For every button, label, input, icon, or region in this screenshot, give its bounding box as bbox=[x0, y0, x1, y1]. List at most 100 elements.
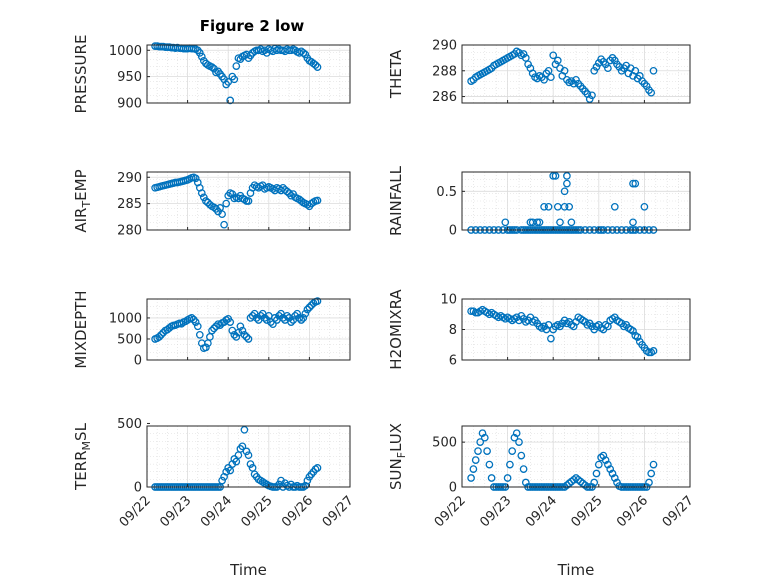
data-point bbox=[547, 73, 555, 82]
y-tick-label: 500 bbox=[432, 436, 457, 451]
panel-air-temp: 280 285 290 AIRTEMP bbox=[72, 169, 351, 239]
data-point bbox=[242, 333, 251, 341]
data-point bbox=[191, 318, 200, 326]
data-point bbox=[480, 433, 489, 442]
data-point bbox=[224, 78, 233, 86]
axes-box bbox=[146, 44, 351, 104]
y-tick-label: 900 bbox=[117, 97, 142, 112]
data-point bbox=[297, 316, 306, 324]
data-point bbox=[226, 96, 235, 105]
y-axis-label: AIRTEMP bbox=[72, 169, 93, 232]
data-point bbox=[615, 63, 624, 71]
data-point bbox=[287, 318, 295, 326]
data-point bbox=[313, 464, 322, 472]
data-point bbox=[222, 467, 231, 476]
data-point bbox=[483, 447, 491, 455]
data-point bbox=[540, 202, 548, 211]
data-point bbox=[592, 469, 601, 478]
data-point bbox=[195, 330, 204, 339]
data-point bbox=[610, 202, 619, 211]
data-point bbox=[533, 218, 542, 227]
data-point bbox=[601, 60, 610, 69]
y-tick-label: 0 bbox=[134, 354, 142, 369]
data-point bbox=[528, 69, 537, 78]
data-point bbox=[220, 220, 228, 229]
data-point bbox=[649, 460, 658, 469]
data-point bbox=[512, 429, 521, 438]
data-point bbox=[238, 326, 247, 335]
y-tick-label: 0.5 bbox=[436, 185, 457, 200]
y-tick-label: 0 bbox=[449, 224, 457, 239]
data-point bbox=[246, 460, 255, 468]
data-point bbox=[287, 191, 295, 200]
y-axis-label: RAINFALL bbox=[387, 165, 405, 236]
y-tick-label: 8 bbox=[449, 323, 457, 338]
y-axis-label: MIXDEPTH bbox=[72, 290, 90, 368]
y-tick-label: 280 bbox=[117, 224, 142, 239]
data-point bbox=[544, 321, 553, 329]
data-point bbox=[487, 474, 496, 482]
y-tick-label: 288 bbox=[432, 64, 457, 79]
data-point bbox=[551, 172, 560, 180]
data-point bbox=[631, 179, 640, 188]
data-point bbox=[592, 63, 601, 71]
data-point bbox=[275, 311, 283, 320]
data-point bbox=[476, 438, 485, 446]
y-tick-label: 500 bbox=[117, 417, 142, 432]
data-point bbox=[572, 75, 580, 84]
data-point bbox=[549, 172, 558, 180]
data-point bbox=[540, 75, 548, 84]
data-point bbox=[474, 447, 482, 455]
data-point bbox=[240, 425, 249, 434]
panel-rainfall: 0 0.5 RAINFALL bbox=[387, 165, 691, 239]
data-point bbox=[208, 326, 216, 335]
y-tick-label: 950 bbox=[117, 70, 142, 85]
data-point bbox=[553, 56, 562, 65]
data-point bbox=[271, 314, 279, 322]
y-tick-label: 0 bbox=[134, 481, 142, 496]
y-axis-label: SUNFLUX bbox=[387, 423, 408, 490]
data-point bbox=[608, 469, 617, 478]
y-axis-label: THETA bbox=[387, 49, 405, 99]
data-point bbox=[193, 322, 202, 331]
data-point bbox=[604, 64, 612, 73]
data-point bbox=[519, 465, 528, 473]
data-point bbox=[232, 333, 241, 341]
data-point bbox=[565, 202, 574, 211]
data-point bbox=[629, 218, 637, 227]
x-axis-label: Time bbox=[229, 561, 267, 579]
data-point bbox=[199, 193, 208, 202]
data-point bbox=[291, 311, 300, 320]
panel-mixdepth: 0 500 1000 MIXDEPTH bbox=[72, 290, 351, 369]
data-point bbox=[299, 314, 308, 322]
data-point bbox=[524, 60, 532, 69]
data-point bbox=[299, 49, 308, 57]
data-point bbox=[240, 195, 249, 204]
data-point bbox=[551, 60, 560, 69]
data-point bbox=[478, 429, 487, 438]
data-point bbox=[467, 474, 475, 482]
data-point bbox=[230, 75, 239, 84]
data-point bbox=[238, 442, 247, 451]
data-point bbox=[547, 334, 555, 343]
data-point bbox=[560, 66, 569, 75]
axes-box bbox=[146, 425, 351, 488]
data-point bbox=[303, 200, 312, 209]
data-point bbox=[485, 460, 494, 469]
data-point bbox=[521, 478, 530, 487]
axes-box bbox=[461, 171, 691, 231]
data-point bbox=[197, 52, 206, 61]
data-point bbox=[248, 311, 257, 320]
data-point bbox=[563, 179, 571, 188]
data-point bbox=[590, 478, 599, 487]
data-point bbox=[295, 314, 304, 322]
figure-title: Figure 2 low bbox=[200, 17, 305, 35]
x-axis-label: Time bbox=[557, 561, 595, 579]
data-point bbox=[588, 91, 596, 100]
data-point bbox=[311, 61, 320, 69]
data-point bbox=[210, 324, 218, 333]
data-point bbox=[647, 88, 656, 97]
data-point bbox=[569, 322, 578, 331]
axes-box bbox=[146, 298, 351, 361]
